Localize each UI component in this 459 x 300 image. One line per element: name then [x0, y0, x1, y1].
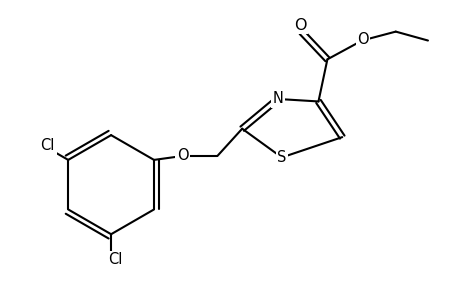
Text: Cl: Cl: [108, 253, 122, 268]
Text: S: S: [276, 150, 286, 165]
Text: O: O: [177, 148, 188, 164]
Text: O: O: [294, 18, 306, 33]
Text: Cl: Cl: [40, 138, 55, 153]
Text: O: O: [357, 32, 368, 47]
Text: N: N: [272, 92, 283, 106]
